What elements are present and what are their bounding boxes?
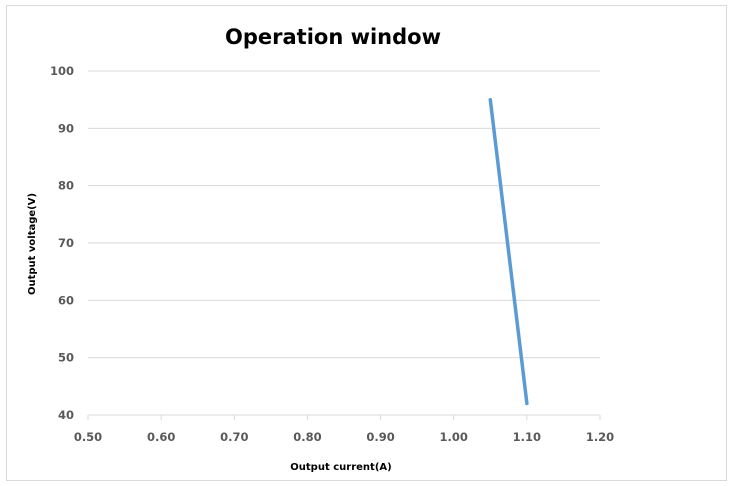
x-tick-label: 0.60 xyxy=(147,430,175,444)
x-tick-label: 0.70 xyxy=(220,430,248,444)
y-tick-label: 40 xyxy=(58,408,74,422)
x-axis-label: Output current(A) xyxy=(290,462,391,473)
y-axis-label: Output voltage(V) xyxy=(27,193,38,295)
y-tick-label: 80 xyxy=(58,179,74,193)
y-tick-label: 90 xyxy=(58,121,74,135)
x-tick-label: 1.10 xyxy=(513,430,541,444)
x-tick-label: 0.80 xyxy=(293,430,321,444)
x-tick-label: 0.50 xyxy=(74,430,102,444)
x-axis-ticks: 0.50 0.60 0.70 0.80 0.90 1.00 1.10 1.20 xyxy=(74,415,614,444)
series-lines xyxy=(488,97,529,406)
chart-title: Operation window xyxy=(225,25,441,49)
gridlines xyxy=(88,70,600,416)
y-tick-label: 100 xyxy=(50,64,74,78)
y-tick-label: 60 xyxy=(58,293,74,307)
y-axis-ticks: 40 50 60 70 80 90 100 xyxy=(50,64,74,422)
y-tick-label: 70 xyxy=(58,236,74,250)
x-tick-label: 0.90 xyxy=(366,430,394,444)
series-line-0 xyxy=(488,97,529,406)
x-tick-label: 1.00 xyxy=(440,430,468,444)
x-tick-label: 1.20 xyxy=(586,430,614,444)
y-tick-label: 50 xyxy=(58,351,74,365)
